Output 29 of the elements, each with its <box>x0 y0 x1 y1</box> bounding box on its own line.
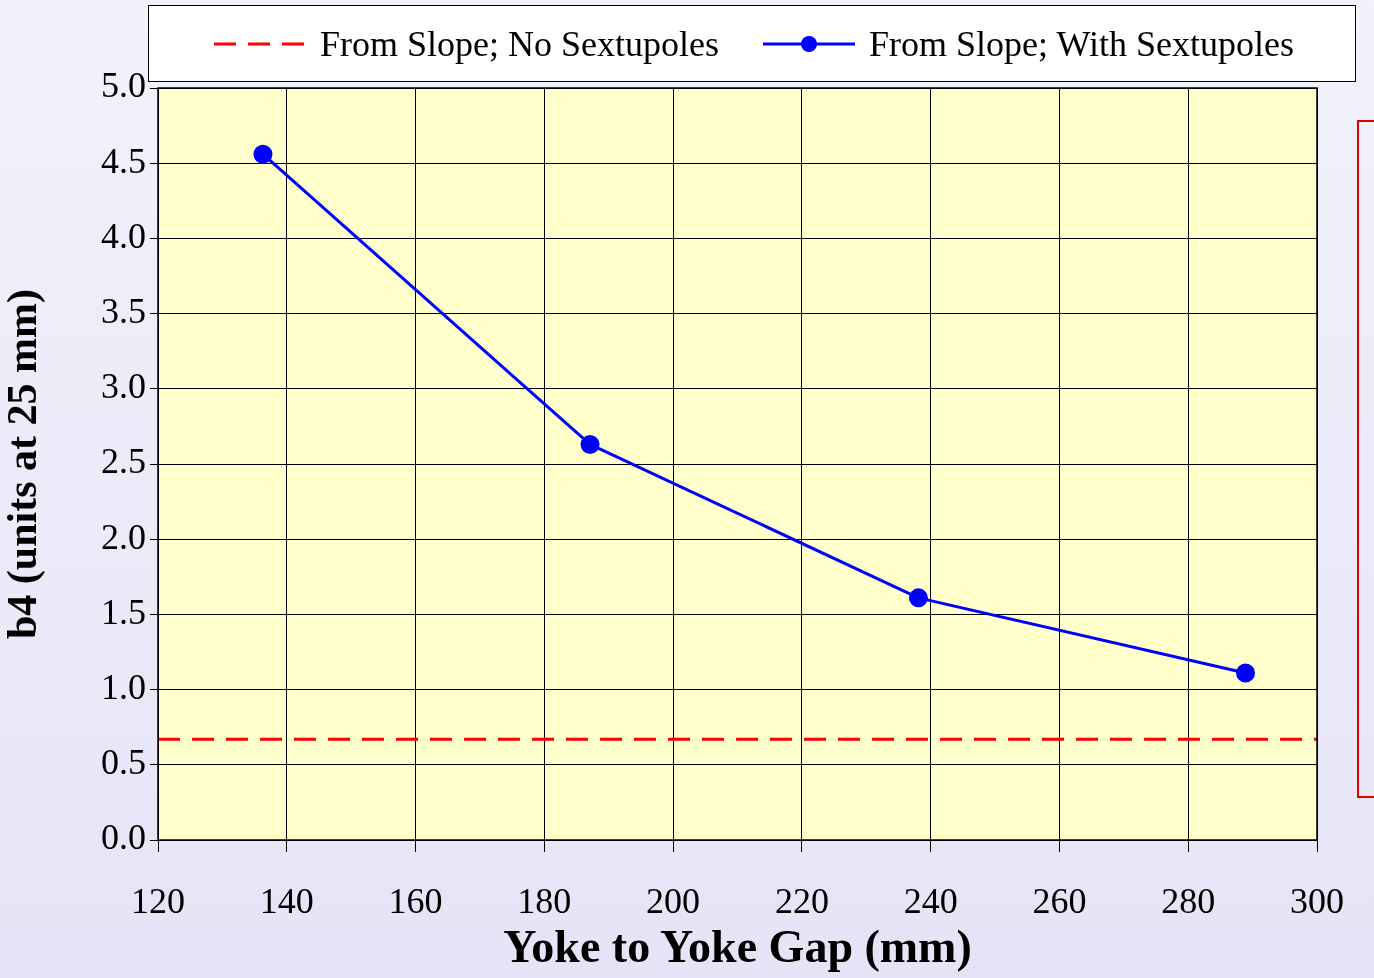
y-tick-label: 1.0 <box>101 667 146 708</box>
legend-label: From Slope; With Sextupoles <box>869 22 1294 65</box>
legend-label: From Slope; No Sextupoles <box>320 22 720 65</box>
x-tick-label: 140 <box>259 881 314 922</box>
point <box>253 144 273 164</box>
x-tick-label: 160 <box>388 881 443 922</box>
y-tick-label: 2.5 <box>101 441 146 482</box>
x-tick-label: 240 <box>903 881 958 922</box>
y-tick-label: 0.0 <box>101 817 146 858</box>
x-tick-label: 260 <box>1032 881 1087 922</box>
y-tick-label: 2.0 <box>101 516 146 557</box>
x-axis-title: Yoke to Yoke Gap (mm) <box>503 921 972 973</box>
x-tick-label: 200 <box>646 881 701 922</box>
point <box>908 588 928 608</box>
y-tick-label: 3.0 <box>101 366 146 407</box>
y-tick-label: 0.5 <box>101 742 146 783</box>
x-tick-label: 180 <box>517 881 572 922</box>
y-tick-label: 5.0 <box>101 65 146 106</box>
point <box>1236 663 1256 683</box>
x-tick-label: 220 <box>774 881 829 922</box>
x-tick-label: 120 <box>131 881 185 922</box>
point <box>580 434 600 454</box>
x-tick-label: 300 <box>1290 881 1344 922</box>
y-tick-label: 1.5 <box>101 591 146 632</box>
y-tick-label: 4.5 <box>101 140 146 181</box>
y-tick-label: 3.5 <box>101 291 146 332</box>
y-axis-title: b4 (units at 25 mm) <box>0 288 47 640</box>
y-tick-label: 4.0 <box>101 215 146 256</box>
x-tick-label: 280 <box>1161 881 1216 922</box>
